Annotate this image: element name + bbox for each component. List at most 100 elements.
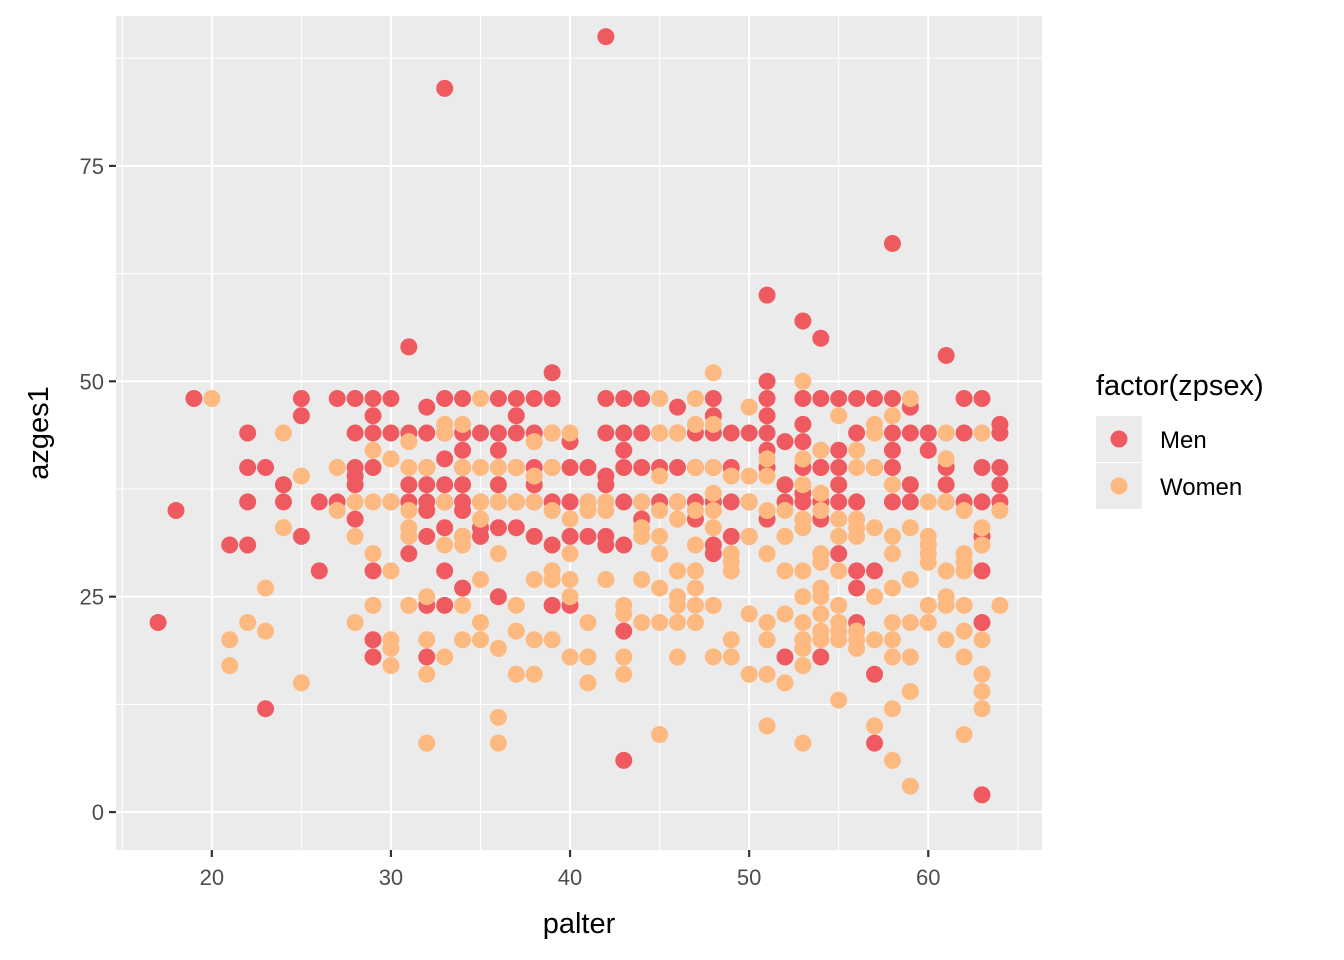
- data-point: [883, 648, 901, 666]
- data-point: [794, 312, 812, 330]
- data-point: [973, 631, 991, 649]
- data-point: [400, 502, 418, 520]
- data-point: [830, 527, 848, 545]
- data-point: [883, 700, 901, 718]
- data-point: [471, 424, 489, 442]
- y-tick-label: 25: [80, 585, 104, 610]
- data-point: [955, 648, 973, 666]
- data-point: [830, 691, 848, 709]
- data-point: [328, 502, 346, 520]
- data-point: [794, 372, 812, 390]
- data-point: [937, 450, 955, 468]
- data-point: [633, 614, 651, 632]
- data-point: [686, 390, 704, 408]
- data-point: [776, 476, 794, 494]
- data-point: [883, 631, 901, 649]
- data-point: [489, 734, 507, 752]
- data-point: [364, 407, 382, 425]
- data-point: [758, 717, 776, 735]
- data-point: [489, 588, 507, 606]
- data-point: [937, 346, 955, 364]
- data-point: [615, 751, 633, 769]
- data-point: [382, 424, 400, 442]
- data-point: [722, 467, 740, 485]
- x-tick-label: 40: [558, 865, 582, 890]
- data-point: [328, 458, 346, 476]
- data-point: [758, 372, 776, 390]
- data-point: [651, 579, 669, 597]
- data-point: [239, 458, 257, 476]
- data-point: [776, 527, 794, 545]
- data-point: [758, 450, 776, 468]
- data-point: [633, 458, 651, 476]
- data-point: [812, 588, 830, 606]
- data-point: [471, 570, 489, 588]
- data-point: [633, 570, 651, 588]
- data-point: [686, 562, 704, 580]
- data-point: [686, 502, 704, 520]
- data-point: [740, 467, 758, 485]
- data-point: [561, 458, 579, 476]
- data-point: [579, 648, 597, 666]
- data-point: [507, 407, 525, 425]
- data-point: [794, 493, 812, 511]
- data-point: [848, 527, 866, 545]
- data-point: [615, 424, 633, 442]
- x-axis-title: palter: [543, 908, 616, 940]
- data-point: [651, 424, 669, 442]
- data-point: [597, 424, 615, 442]
- data-point: [454, 476, 472, 494]
- data-point: [794, 639, 812, 657]
- data-point: [454, 390, 472, 408]
- data-point: [901, 424, 919, 442]
- data-point: [471, 631, 489, 649]
- data-point: [454, 458, 472, 476]
- data-point: [866, 717, 884, 735]
- data-point: [454, 596, 472, 614]
- data-point: [543, 424, 561, 442]
- legend-label: Men: [1160, 427, 1207, 454]
- data-point: [973, 682, 991, 700]
- data-point: [866, 458, 884, 476]
- x-tick-label: 30: [379, 865, 403, 890]
- data-point: [489, 639, 507, 657]
- data-point: [973, 700, 991, 718]
- data-point: [364, 562, 382, 580]
- data-point: [364, 390, 382, 408]
- y-axis-title: azges1: [23, 386, 55, 480]
- data-point: [400, 433, 418, 451]
- data-point: [274, 493, 292, 511]
- data-point: [830, 493, 848, 511]
- data-point: [543, 596, 561, 614]
- data-point: [955, 390, 973, 408]
- data-point: [436, 596, 454, 614]
- data-point: [937, 631, 955, 649]
- data-point: [633, 527, 651, 545]
- data-point: [955, 726, 973, 744]
- legend-key-point: [1110, 477, 1128, 495]
- data-point: [436, 562, 454, 580]
- data-point: [758, 502, 776, 520]
- data-point: [722, 562, 740, 580]
- data-point: [883, 579, 901, 597]
- data-point: [471, 527, 489, 545]
- data-point: [776, 502, 794, 520]
- data-point: [382, 450, 400, 468]
- data-point: [400, 338, 418, 356]
- data-point: [418, 398, 436, 416]
- data-point: [704, 415, 722, 433]
- data-point: [955, 424, 973, 442]
- data-point: [973, 665, 991, 683]
- data-point: [883, 527, 901, 545]
- data-point: [400, 458, 418, 476]
- data-point: [561, 570, 579, 588]
- data-point: [292, 467, 310, 485]
- data-point: [364, 631, 382, 649]
- data-point: [274, 476, 292, 494]
- data-point: [310, 493, 328, 511]
- data-point: [883, 545, 901, 563]
- y-tick-label: 0: [92, 800, 104, 825]
- data-point: [471, 493, 489, 511]
- data-point: [973, 519, 991, 537]
- data-point: [418, 588, 436, 606]
